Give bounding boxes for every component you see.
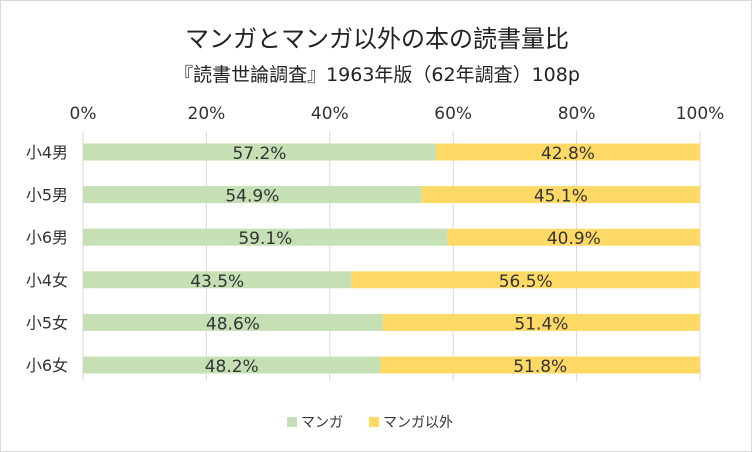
- bars: 57.2% 42.8% 54.9% 45.1% 59.1% 40.9% 43.5% 56.5%…: [83, 143, 700, 377]
- data-label: 51.8%: [513, 357, 567, 377]
- x-tick-label: 60%: [434, 104, 472, 124]
- x-tick-label: 80%: [558, 104, 596, 124]
- bar-segment-non-manga: [447, 228, 700, 246]
- x-tick-label: 40%: [311, 104, 349, 124]
- data-label: 51.4%: [514, 314, 568, 334]
- bar-segment-manga: [83, 271, 352, 289]
- bar-segment-non-manga: [380, 356, 700, 374]
- bar-segment-non-manga: [435, 143, 700, 161]
- bar-segment-manga: [83, 313, 383, 331]
- data-label: 45.1%: [534, 187, 588, 207]
- data-label: 43.5%: [190, 272, 244, 292]
- x-tick-label: 0%: [70, 104, 97, 124]
- category-label: 小6男: [26, 228, 68, 247]
- bar-segment-non-manga: [382, 313, 700, 331]
- data-label: 42.8%: [541, 144, 595, 164]
- legend-swatch: [287, 417, 297, 427]
- data-label: 59.1%: [238, 229, 292, 249]
- data-label: 56.5%: [499, 272, 553, 292]
- data-label: 54.9%: [225, 187, 279, 207]
- x-tick-label: 100%: [676, 104, 725, 124]
- x-axis-ticks: 0% 20% 40% 60% 80% 100%: [70, 104, 725, 124]
- bar-segment-non-manga: [351, 271, 700, 289]
- grid-lines: [82, 131, 701, 381]
- x-tick-label: 20%: [188, 104, 226, 124]
- bar-segment-manga: [83, 356, 381, 374]
- data-label: 40.9%: [547, 229, 601, 249]
- bar-segment-non-manga: [421, 186, 700, 204]
- category-label: 小5男: [26, 186, 68, 205]
- category-label: 小6女: [26, 356, 68, 375]
- legend-swatch: [369, 417, 379, 427]
- bar-segment-manga: [83, 143, 436, 161]
- data-label: 48.2%: [205, 357, 259, 377]
- chart-title: マンガとマンガ以外の本の読書量比: [185, 25, 569, 53]
- legend: マンガ マンガ以外: [287, 415, 453, 431]
- bar-segment-manga: [83, 186, 422, 204]
- category-label: 小5女: [26, 313, 68, 332]
- legend-label: マンガ以外: [383, 415, 453, 431]
- category-label: 小4男: [26, 143, 68, 162]
- bar-segment-manga: [83, 228, 448, 246]
- category-label: 小4女: [26, 271, 68, 290]
- legend-label: マンガ: [301, 415, 343, 431]
- data-label: 48.6%: [206, 314, 260, 334]
- chart-subtitle: 『読書世論調査』1963年版（62年調査）108p: [174, 64, 580, 86]
- data-label: 57.2%: [232, 144, 286, 164]
